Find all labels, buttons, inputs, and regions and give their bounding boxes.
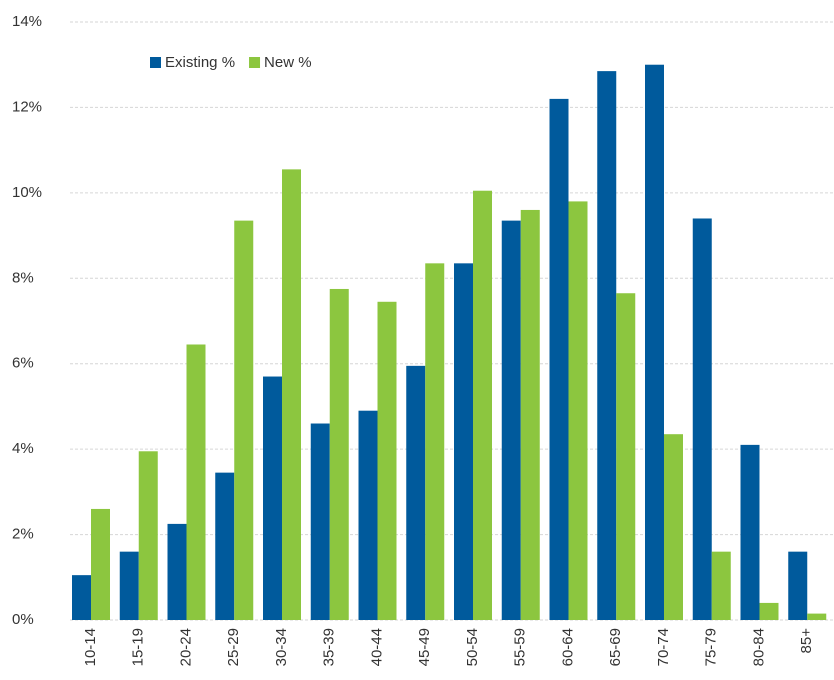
bar xyxy=(282,169,301,620)
bar xyxy=(759,602,779,620)
y-tick-label: 6% xyxy=(12,355,34,372)
x-tick-label: 10-14 xyxy=(82,628,99,666)
x-tick-label: 80-84 xyxy=(750,628,767,666)
bar xyxy=(788,551,808,620)
x-tick-label: 50-54 xyxy=(464,628,481,666)
legend-swatch xyxy=(150,57,161,68)
bar xyxy=(72,575,91,620)
x-tick-label: 55-59 xyxy=(512,628,529,666)
x-tick-label: 15-19 xyxy=(130,628,147,666)
bar xyxy=(711,551,731,620)
x-tick-label: 30-34 xyxy=(273,628,290,666)
bar xyxy=(597,71,617,620)
bar xyxy=(501,220,521,620)
bar xyxy=(692,218,712,620)
x-tick-label: 45-49 xyxy=(416,628,433,666)
x-tick-label: 65-69 xyxy=(607,628,624,666)
bar xyxy=(167,523,187,620)
bar xyxy=(549,98,569,620)
bar xyxy=(310,423,330,620)
x-tick-label: 20-24 xyxy=(177,628,194,666)
bar xyxy=(329,288,349,620)
y-tick-label: 8% xyxy=(12,269,34,286)
x-tick-label: 35-39 xyxy=(321,628,338,666)
bar xyxy=(186,344,206,620)
bar xyxy=(377,301,397,620)
x-tick-label: 70-74 xyxy=(655,628,672,666)
x-tick-label: 85+ xyxy=(798,628,815,654)
y-tick-label: 2% xyxy=(12,526,34,543)
bar xyxy=(616,293,636,620)
bar xyxy=(234,220,254,620)
bar xyxy=(568,201,588,620)
y-tick-label: 0% xyxy=(12,611,34,628)
legend-swatch xyxy=(249,57,261,68)
y-tick-label: 12% xyxy=(12,98,42,115)
y-tick-label: 10% xyxy=(12,184,42,201)
legend-label: New % xyxy=(264,54,312,71)
bar xyxy=(425,263,445,620)
bar xyxy=(664,434,683,620)
bar xyxy=(119,551,139,620)
bar xyxy=(454,263,473,620)
bar xyxy=(263,376,282,620)
bar xyxy=(807,613,827,620)
bar xyxy=(406,365,426,620)
y-tick-label: 14% xyxy=(12,13,42,30)
bar xyxy=(645,64,664,620)
x-tick-label: 25-29 xyxy=(225,628,242,666)
bar xyxy=(91,508,110,620)
bar xyxy=(358,410,378,620)
x-tick-label: 60-64 xyxy=(559,628,576,666)
legend-label: Existing % xyxy=(165,54,235,71)
bar xyxy=(520,209,540,620)
bar xyxy=(138,451,158,620)
x-tick-label: 40-44 xyxy=(368,628,385,666)
y-tick-label: 4% xyxy=(12,440,34,457)
bar xyxy=(473,190,492,620)
bar xyxy=(215,472,235,620)
x-tick-label: 75-79 xyxy=(703,628,720,666)
bar xyxy=(740,444,760,620)
